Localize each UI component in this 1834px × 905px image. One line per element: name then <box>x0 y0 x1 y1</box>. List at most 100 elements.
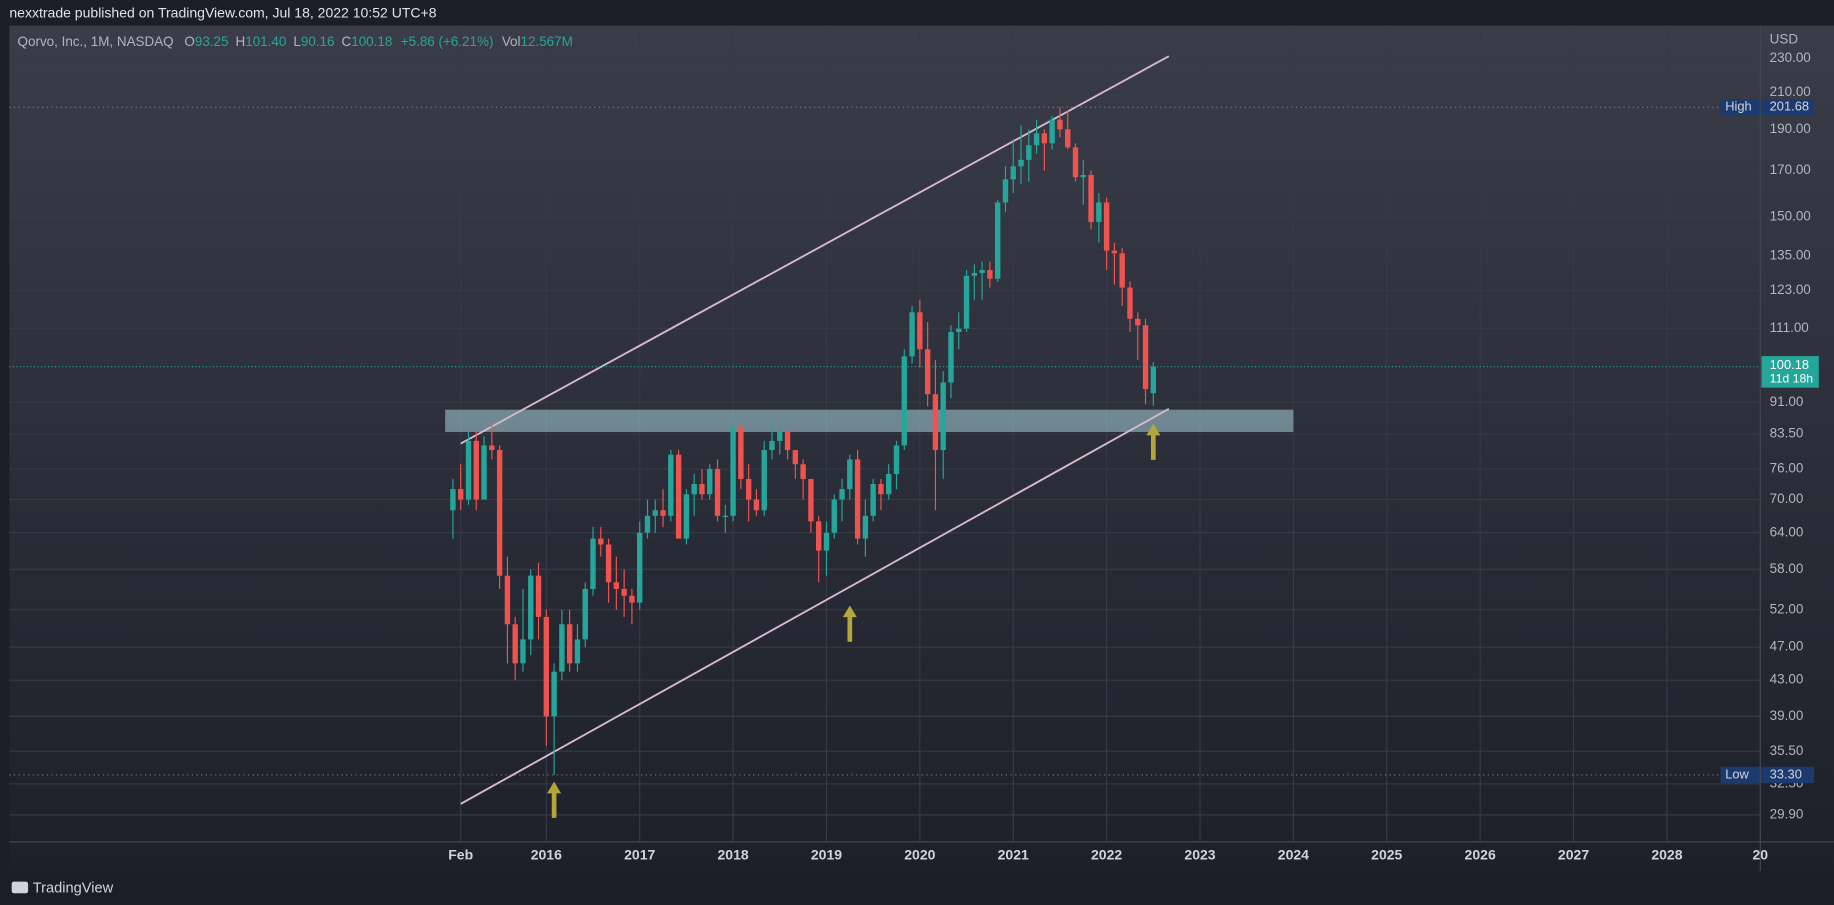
candle-body <box>668 454 674 516</box>
candle-body <box>1080 174 1086 178</box>
volume-value: 12.567M <box>521 34 573 49</box>
candle-body <box>458 489 464 500</box>
published-line: nexxtrade published on TradingView.com, … <box>9 5 436 21</box>
candle-body <box>1119 253 1125 288</box>
candle-body <box>598 538 604 545</box>
support-zone <box>445 409 1294 432</box>
ohlc-value: 90.16 <box>301 34 335 49</box>
candle-body <box>862 515 869 539</box>
candles <box>450 107 1157 775</box>
y-tick-label: 58.00 <box>1770 561 1804 576</box>
y-tick-label: 83.50 <box>1770 426 1804 441</box>
ohlc-value: 101.40 <box>245 34 286 49</box>
candle-body <box>971 272 978 276</box>
y-tick-label: 170.00 <box>1770 162 1811 177</box>
candle-body <box>777 431 783 441</box>
candle-body <box>1150 366 1157 394</box>
candle-body <box>660 510 666 516</box>
candle-body <box>878 483 884 495</box>
price-marker-value-bg <box>1762 766 1815 784</box>
y-tick-label: 111.00 <box>1770 320 1809 335</box>
candle-body <box>940 382 946 451</box>
x-tick-label: 2024 <box>1278 847 1309 863</box>
candle-body <box>839 489 845 500</box>
x-tick-label: Feb <box>448 847 473 863</box>
y-tick-label: 39.00 <box>1770 708 1804 723</box>
y-tick-label: 91.00 <box>1770 394 1804 409</box>
candle-body <box>481 445 487 500</box>
ohlc-label: L <box>293 34 301 49</box>
candle-body <box>909 312 915 357</box>
y-tick-label: 230.00 <box>1770 50 1811 65</box>
candle-body <box>582 588 588 640</box>
y-tick-label: 150.00 <box>1770 209 1811 224</box>
candle-body <box>784 431 791 451</box>
y-tick-label: 70.00 <box>1770 491 1804 506</box>
y-tick-label: 35.50 <box>1770 743 1804 758</box>
candle-body <box>450 489 456 511</box>
candle-body <box>1002 179 1009 203</box>
candle-body <box>1096 202 1102 222</box>
candle-body <box>1033 133 1040 146</box>
x-tick-label: 2017 <box>624 847 655 863</box>
candle-body <box>496 450 503 576</box>
candle-body <box>738 427 744 479</box>
candle-body <box>870 483 876 516</box>
candle-body <box>683 494 690 539</box>
y-tick-label: 47.00 <box>1770 639 1804 654</box>
price-marker-bg <box>1720 99 1763 116</box>
candle-body <box>613 582 620 589</box>
candle-body <box>808 478 814 522</box>
last-price-bg <box>1761 356 1819 388</box>
candle-body <box>559 624 565 672</box>
candle-body <box>520 639 526 664</box>
candle-body <box>753 499 760 511</box>
candle-body <box>637 532 643 603</box>
candle-body <box>528 575 534 640</box>
candle-body <box>823 532 830 551</box>
candle-body <box>994 202 1001 279</box>
candle-body <box>566 624 573 664</box>
candle-body <box>543 616 550 717</box>
x-tick-label: 2028 <box>1651 847 1682 863</box>
candle-body <box>1127 287 1133 319</box>
candle-body <box>574 639 581 664</box>
ohlc-label: O <box>184 34 194 49</box>
candle-body <box>512 624 518 664</box>
candle-body <box>987 270 993 279</box>
y-tick-label: 52.00 <box>1770 601 1804 616</box>
candle-body <box>551 671 557 717</box>
arrow <box>842 605 857 642</box>
currency: USD <box>1770 31 1799 46</box>
candle-body <box>1072 147 1079 178</box>
candle-body <box>1018 159 1024 167</box>
y-tick-label: 29.90 <box>1770 806 1804 821</box>
ohlc-label: H <box>236 34 246 49</box>
candle-body <box>722 515 728 517</box>
candle-body <box>924 349 931 395</box>
candle-body <box>1026 145 1032 160</box>
y-tick-label: 210.00 <box>1770 84 1811 99</box>
y-tick-label: 76.00 <box>1770 461 1804 476</box>
price-marker-value: 33.30 <box>1770 766 1802 781</box>
last-price-value: 100.18 <box>1770 357 1809 372</box>
price-marker-bg <box>1720 766 1763 784</box>
candle-body <box>769 440 775 451</box>
price-marker-label: High <box>1725 99 1751 114</box>
x-tick-label: 2020 <box>904 847 935 863</box>
candle-body <box>652 510 658 516</box>
candle-body <box>590 538 596 589</box>
ohlc-label: C <box>342 34 352 49</box>
candle-body <box>675 454 682 539</box>
x-tick-label: 2021 <box>998 847 1029 863</box>
price-marker-label: Low <box>1725 766 1749 781</box>
candle-body <box>956 328 962 332</box>
candle-body <box>854 459 861 539</box>
candle-body <box>621 588 627 596</box>
candle-body <box>1065 129 1071 148</box>
candle-body <box>644 515 651 533</box>
ohlc-value: 93.25 <box>195 34 229 49</box>
candle-body <box>1088 174 1094 222</box>
x-tick-label: 2027 <box>1558 847 1589 863</box>
